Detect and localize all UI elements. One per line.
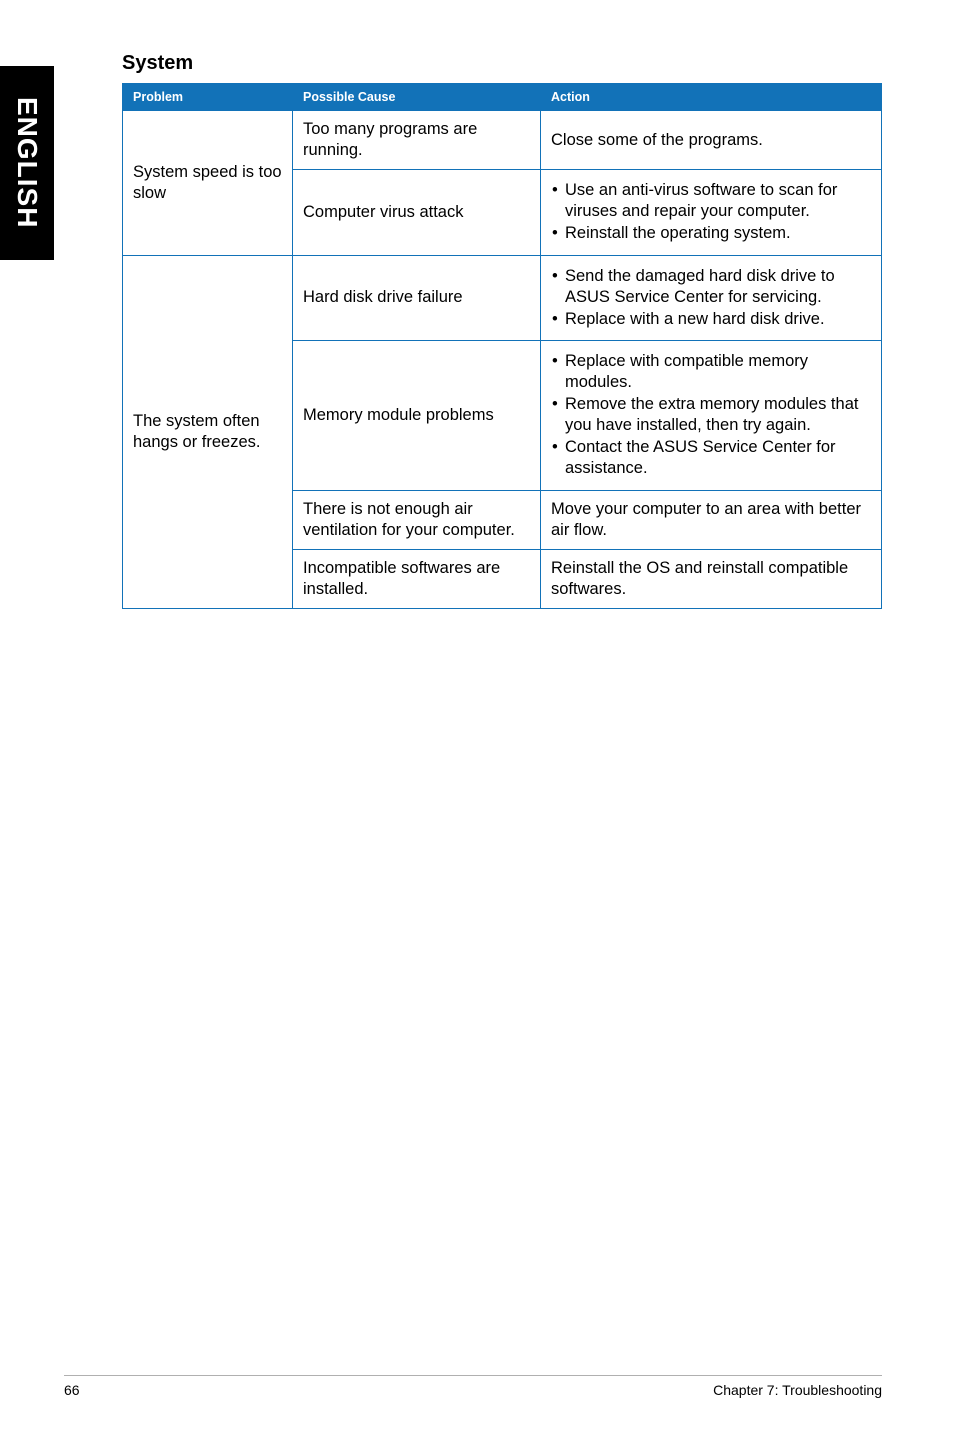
action-list: Use an anti-virus software to scan for v…	[551, 180, 871, 244]
problem-cell: System speed is too slow	[123, 111, 293, 256]
problem-cell: The system often hangs or freezes.	[123, 255, 293, 608]
cause-cell: Memory module problems	[293, 340, 541, 490]
table-row: The system often hangs or freezes. Hard …	[123, 255, 882, 340]
troubleshooting-table: Problem Possible Cause Action System spe…	[122, 83, 882, 609]
action-item: Replace with a new hard disk drive.	[565, 309, 871, 330]
header-problem: Problem	[123, 84, 293, 111]
side-language-text: ENGLISH	[11, 97, 43, 228]
action-cell: Close some of the programs.	[541, 111, 882, 170]
action-item: Remove the extra memory modules that you…	[565, 394, 871, 436]
cause-cell: Computer virus attack	[293, 170, 541, 255]
page-footer: 66 Chapter 7: Troubleshooting	[64, 1375, 882, 1398]
cause-cell: Incompatible softwares are installed.	[293, 549, 541, 608]
chapter-label: Chapter 7: Troubleshooting	[713, 1382, 882, 1398]
action-item: Send the damaged hard disk drive to ASUS…	[565, 266, 871, 308]
action-list: Replace with compatible memory modules. …	[551, 351, 871, 480]
side-language-tab: ENGLISH	[0, 66, 54, 260]
action-cell: Move your computer to an area with bette…	[541, 490, 882, 549]
cause-cell: Too many programs are running.	[293, 111, 541, 170]
action-cell: Send the damaged hard disk drive to ASUS…	[541, 255, 882, 340]
header-action: Action	[541, 84, 882, 111]
table-header-row: Problem Possible Cause Action	[123, 84, 882, 111]
action-item: Contact the ASUS Service Center for assi…	[565, 437, 871, 479]
section-title: System	[122, 52, 882, 75]
action-cell: Use an anti-virus software to scan for v…	[541, 170, 882, 255]
action-cell: Replace with compatible memory modules. …	[541, 340, 882, 490]
action-cell: Reinstall the OS and reinstall compatibl…	[541, 549, 882, 608]
action-item: Use an anti-virus software to scan for v…	[565, 180, 871, 222]
cause-cell: There is not enough air ventilation for …	[293, 490, 541, 549]
cause-cell: Hard disk drive failure	[293, 255, 541, 340]
action-item: Reinstall the operating system.	[565, 223, 871, 244]
action-item: Replace with compatible memory modules.	[565, 351, 871, 393]
header-cause: Possible Cause	[293, 84, 541, 111]
main-content: System Problem Possible Cause Action Sys…	[122, 52, 882, 609]
page-number: 66	[64, 1382, 80, 1398]
table-row: System speed is too slow Too many progra…	[123, 111, 882, 170]
action-list: Send the damaged hard disk drive to ASUS…	[551, 266, 871, 330]
